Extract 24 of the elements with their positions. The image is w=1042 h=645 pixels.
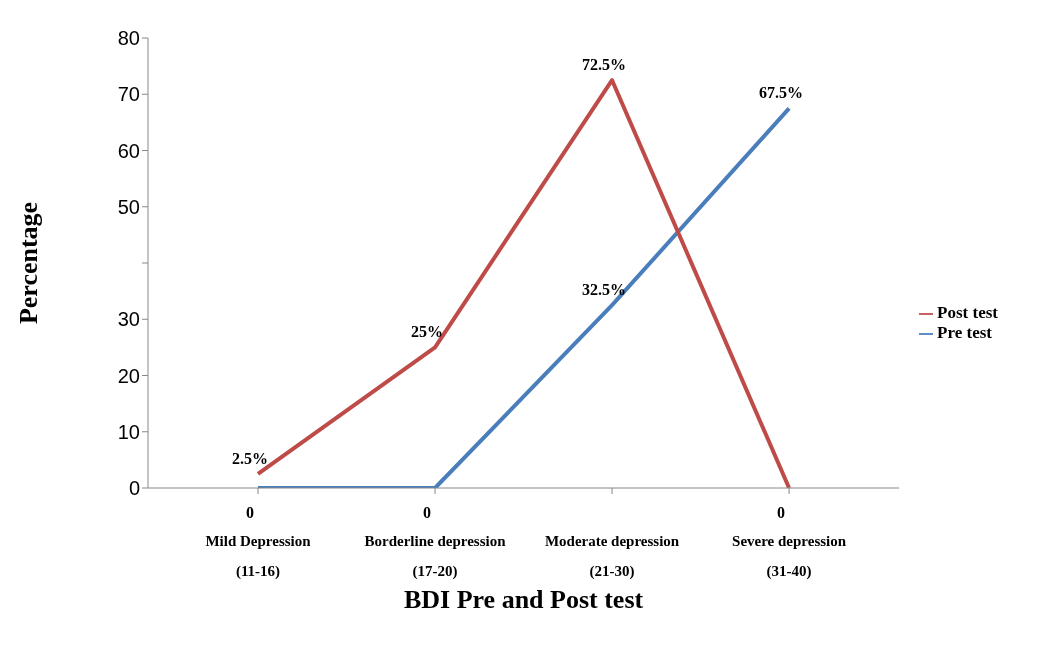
y-tick-label: 60: [117, 139, 140, 162]
data-label: 0: [246, 504, 254, 521]
x-tick-label: Moderate depression (21-30): [544, 533, 680, 580]
y-tick-label: 20: [117, 364, 140, 387]
data-label: 72.5%: [582, 56, 627, 74]
y-axis-title: Percentage: [14, 201, 44, 325]
y-tick-label: 10: [117, 420, 140, 443]
x-axis-title: BDI Pre and Post test: [403, 585, 644, 614]
y-tick-label: 0: [128, 477, 140, 500]
data-label: 67.5%: [759, 84, 804, 102]
y-tick-label: 50: [117, 195, 140, 218]
data-label: 0: [423, 504, 432, 521]
x-tick-label: Severe depression (31-40): [732, 533, 847, 580]
y-tick-label: 80: [117, 27, 140, 50]
data-label: 32.5%: [582, 281, 627, 299]
legend-label: Pre test: [937, 323, 992, 342]
data-label: 0: [777, 504, 786, 521]
y-tick-label: 70: [117, 83, 140, 106]
x-tick-label: Borderline depression (17-20): [364, 533, 507, 580]
data-label: 2.5%: [232, 449, 268, 467]
x-tick-label: Mild Depression (11-16): [205, 533, 312, 580]
legend-label: Post test: [937, 303, 998, 322]
data-label: 25%: [411, 323, 444, 341]
y-tick-label: 30: [117, 308, 140, 331]
